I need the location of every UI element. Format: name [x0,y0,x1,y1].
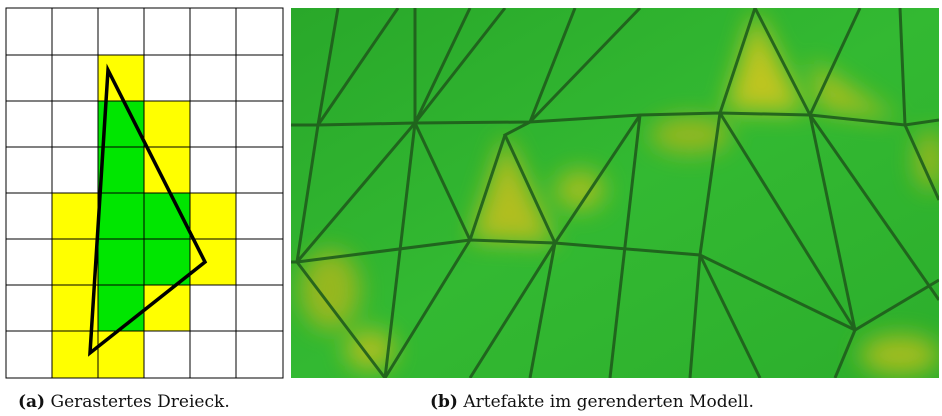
subfigure-label: (b) [430,392,458,412]
grid-cell [236,331,283,378]
grid-cell [144,55,190,101]
grid-cell [6,147,52,193]
grid-cell [6,193,52,239]
grid-cell [6,8,52,55]
grid-cell [98,285,144,331]
grid-cell [6,101,52,147]
grid-cell [236,55,283,101]
grid-cell [190,193,236,239]
grid-cell [190,285,236,331]
grid-cell [190,147,236,193]
grid-cell [52,147,98,193]
grid-cell [236,239,283,285]
raster-grid [6,8,283,378]
grid-cell [190,55,236,101]
grid-cell [236,193,283,239]
grid-cell [52,55,98,101]
rendered-model [291,8,942,378]
grid-cell [190,101,236,147]
grid-cell [236,8,283,55]
grid-cell [52,193,98,239]
grid-cell [98,8,144,55]
subfigure-label: (a) [18,392,45,412]
grid-cell [52,101,98,147]
grid-cell [52,239,98,285]
grid-cell [6,55,52,101]
figure [0,0,942,390]
grid-cell [190,331,236,378]
grid-cell [98,239,144,285]
caption-b: (b) Artefakte im gerenderten Modell. [430,392,754,412]
grid-cell [98,147,144,193]
grid-cell [236,285,283,331]
grid-cell [236,101,283,147]
caption-a: (a) Gerastertes Dreieck. [18,392,230,412]
page: (a) Gerastertes Dreieck. (b) Artefakte i… [0,0,942,416]
grid-cell [98,331,144,378]
grid-cell [6,331,52,378]
caption-text: Artefakte im gerenderten Modell. [463,392,754,412]
caption-text: Gerastertes Dreieck. [51,392,230,412]
grid-cell [144,101,190,147]
grid-cell [144,331,190,378]
grid-cell [6,285,52,331]
grid-cell [144,8,190,55]
grid-cell [6,239,52,285]
grid-cell [236,147,283,193]
grid-cell [52,8,98,55]
grid-cell [190,8,236,55]
grid-cell [98,193,144,239]
